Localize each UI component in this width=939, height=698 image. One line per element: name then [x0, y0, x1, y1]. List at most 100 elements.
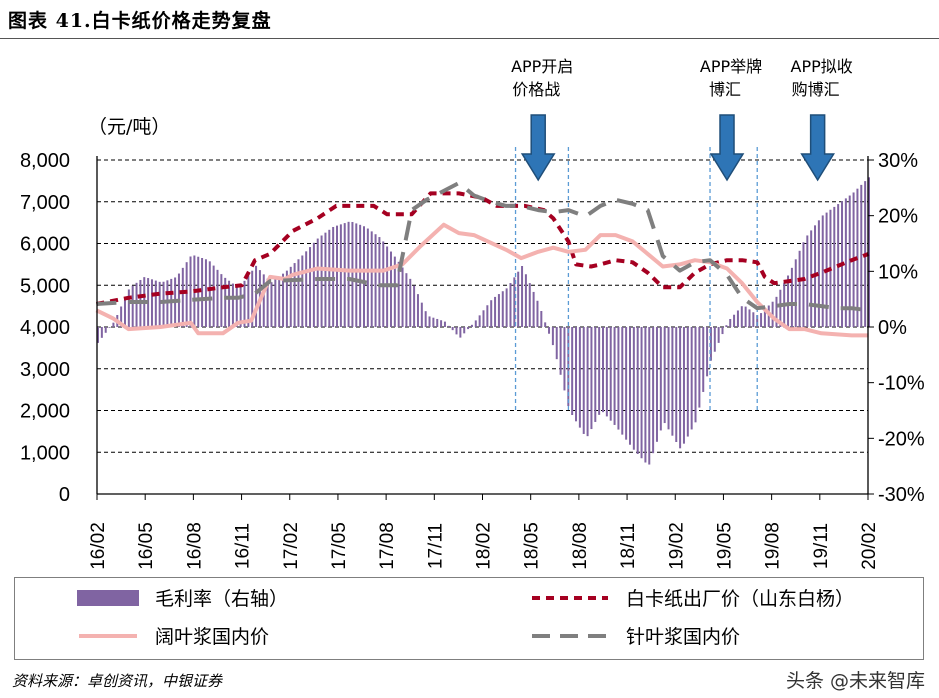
legend-solid-swatch	[79, 633, 137, 638]
margin-bar	[463, 327, 466, 334]
x-tick-label: 20/02	[859, 522, 880, 570]
margin-bar	[413, 285, 416, 327]
margin-bar	[756, 315, 759, 327]
margin-bar	[216, 269, 219, 327]
title-divider	[0, 38, 939, 39]
margin-bar	[120, 306, 123, 327]
margin-bar	[467, 327, 470, 330]
margin-bar	[575, 327, 578, 422]
y-left-tick-label: 1,000	[20, 442, 70, 464]
x-tick-label: 17/05	[329, 522, 350, 570]
margin-bar	[447, 325, 450, 327]
margin-bar	[621, 327, 624, 435]
margin-bar	[844, 198, 847, 327]
margin-bar	[181, 267, 184, 327]
y-left-tick-label: 6,000	[20, 234, 70, 256]
margin-bar	[336, 225, 339, 327]
margin-bar	[162, 281, 165, 327]
margin-bar	[613, 327, 616, 425]
margin-bar	[436, 318, 439, 327]
margin-bar	[409, 278, 412, 327]
margin-bar	[239, 285, 242, 327]
margin-bar	[112, 322, 115, 327]
legend-label-hardwood: 阔叶浆国内价	[155, 626, 270, 648]
x-tick-label: 16/11	[233, 523, 254, 569]
margin-bar	[544, 322, 547, 327]
legend-longdash-swatch	[532, 633, 608, 638]
margin-bar	[97, 327, 99, 343]
margin-bar	[243, 280, 246, 327]
x-tick-label: 16/02	[88, 522, 109, 570]
margin-bar	[671, 327, 674, 436]
margin-bar	[598, 327, 601, 415]
margin-bar	[524, 274, 527, 327]
x-tick-label: 18/05	[522, 522, 543, 570]
x-tick-label: 16/05	[136, 522, 157, 570]
margin-bar	[251, 270, 254, 327]
margin-bar	[154, 280, 157, 327]
margin-bar	[127, 289, 130, 327]
annotation-label: 购博汇	[792, 80, 840, 99]
annotation-label: 博汇	[709, 80, 741, 99]
down-arrow-icon	[800, 114, 835, 182]
margin-bar	[305, 251, 308, 327]
margin-bar	[343, 223, 346, 327]
x-tick-label: 19/05	[714, 522, 735, 570]
margin-bar	[443, 321, 446, 327]
margin-bar	[775, 296, 778, 327]
margin-bar	[497, 294, 500, 327]
margin-bar	[351, 221, 354, 327]
margin-bar	[609, 327, 612, 421]
margin-bar	[559, 327, 562, 375]
margin-bar	[316, 238, 319, 327]
legend-item-hardwood: 阔叶浆国内价	[77, 622, 269, 649]
margin-bar	[158, 281, 161, 327]
margin-bar	[694, 327, 697, 423]
margin-bar	[255, 265, 258, 327]
margin-bar	[632, 327, 635, 450]
margin-bar	[366, 228, 369, 327]
margin-bar	[733, 314, 736, 327]
annotation-label: APP拟收	[791, 57, 853, 76]
y-left-tick-label: 5,000	[20, 275, 70, 297]
margin-bar	[555, 327, 558, 360]
margin-bar	[833, 206, 836, 327]
margin-bar	[247, 275, 250, 327]
legend-item-whiteboard: 白卡纸出厂价（山东白杨）	[530, 584, 854, 611]
margin-bar	[100, 327, 103, 338]
x-tick-label: 18/08	[570, 522, 591, 570]
margin-bar	[748, 309, 751, 327]
margin-bar	[282, 273, 285, 327]
margin-bar	[293, 263, 296, 327]
margin-bar	[860, 184, 863, 327]
margin-bar	[675, 327, 678, 442]
y-left-tick-label: 2,000	[20, 401, 70, 423]
margin-bar	[201, 258, 204, 327]
margin-bar	[794, 259, 797, 327]
margin-bar	[362, 226, 365, 327]
margin-bar	[806, 235, 809, 327]
margin-bar	[185, 262, 188, 327]
margin-bar	[667, 327, 670, 430]
margin-bar	[397, 261, 400, 327]
margin-bar	[204, 259, 207, 327]
margin-bar	[521, 265, 524, 327]
legend-item-softwood: 针叶浆国内价	[530, 622, 740, 649]
margin-bar	[285, 270, 288, 327]
y-left-tick-label: 0	[59, 484, 70, 506]
y-left-unit: （元/吨）	[88, 116, 170, 138]
margin-bar	[717, 327, 720, 343]
margin-bar	[309, 247, 312, 327]
margin-bar	[802, 242, 805, 327]
y-right-tick-label: -20%	[878, 428, 925, 450]
margin-bar	[563, 327, 566, 391]
axes: 0 1,000 2,000 3,000 4,000 5,000 6,000 7,000 8,00…	[20, 150, 925, 570]
margin-bar	[455, 327, 458, 335]
margin-bar	[123, 297, 126, 327]
x-tick-label: 19/02	[666, 522, 687, 570]
legend-label-softwood: 针叶浆国内价	[626, 626, 741, 648]
x-tick-label: 19/08	[763, 522, 784, 570]
margin-bar	[810, 230, 813, 327]
y-right-tick-label: 30%	[878, 150, 918, 172]
margin-bar	[235, 286, 238, 327]
